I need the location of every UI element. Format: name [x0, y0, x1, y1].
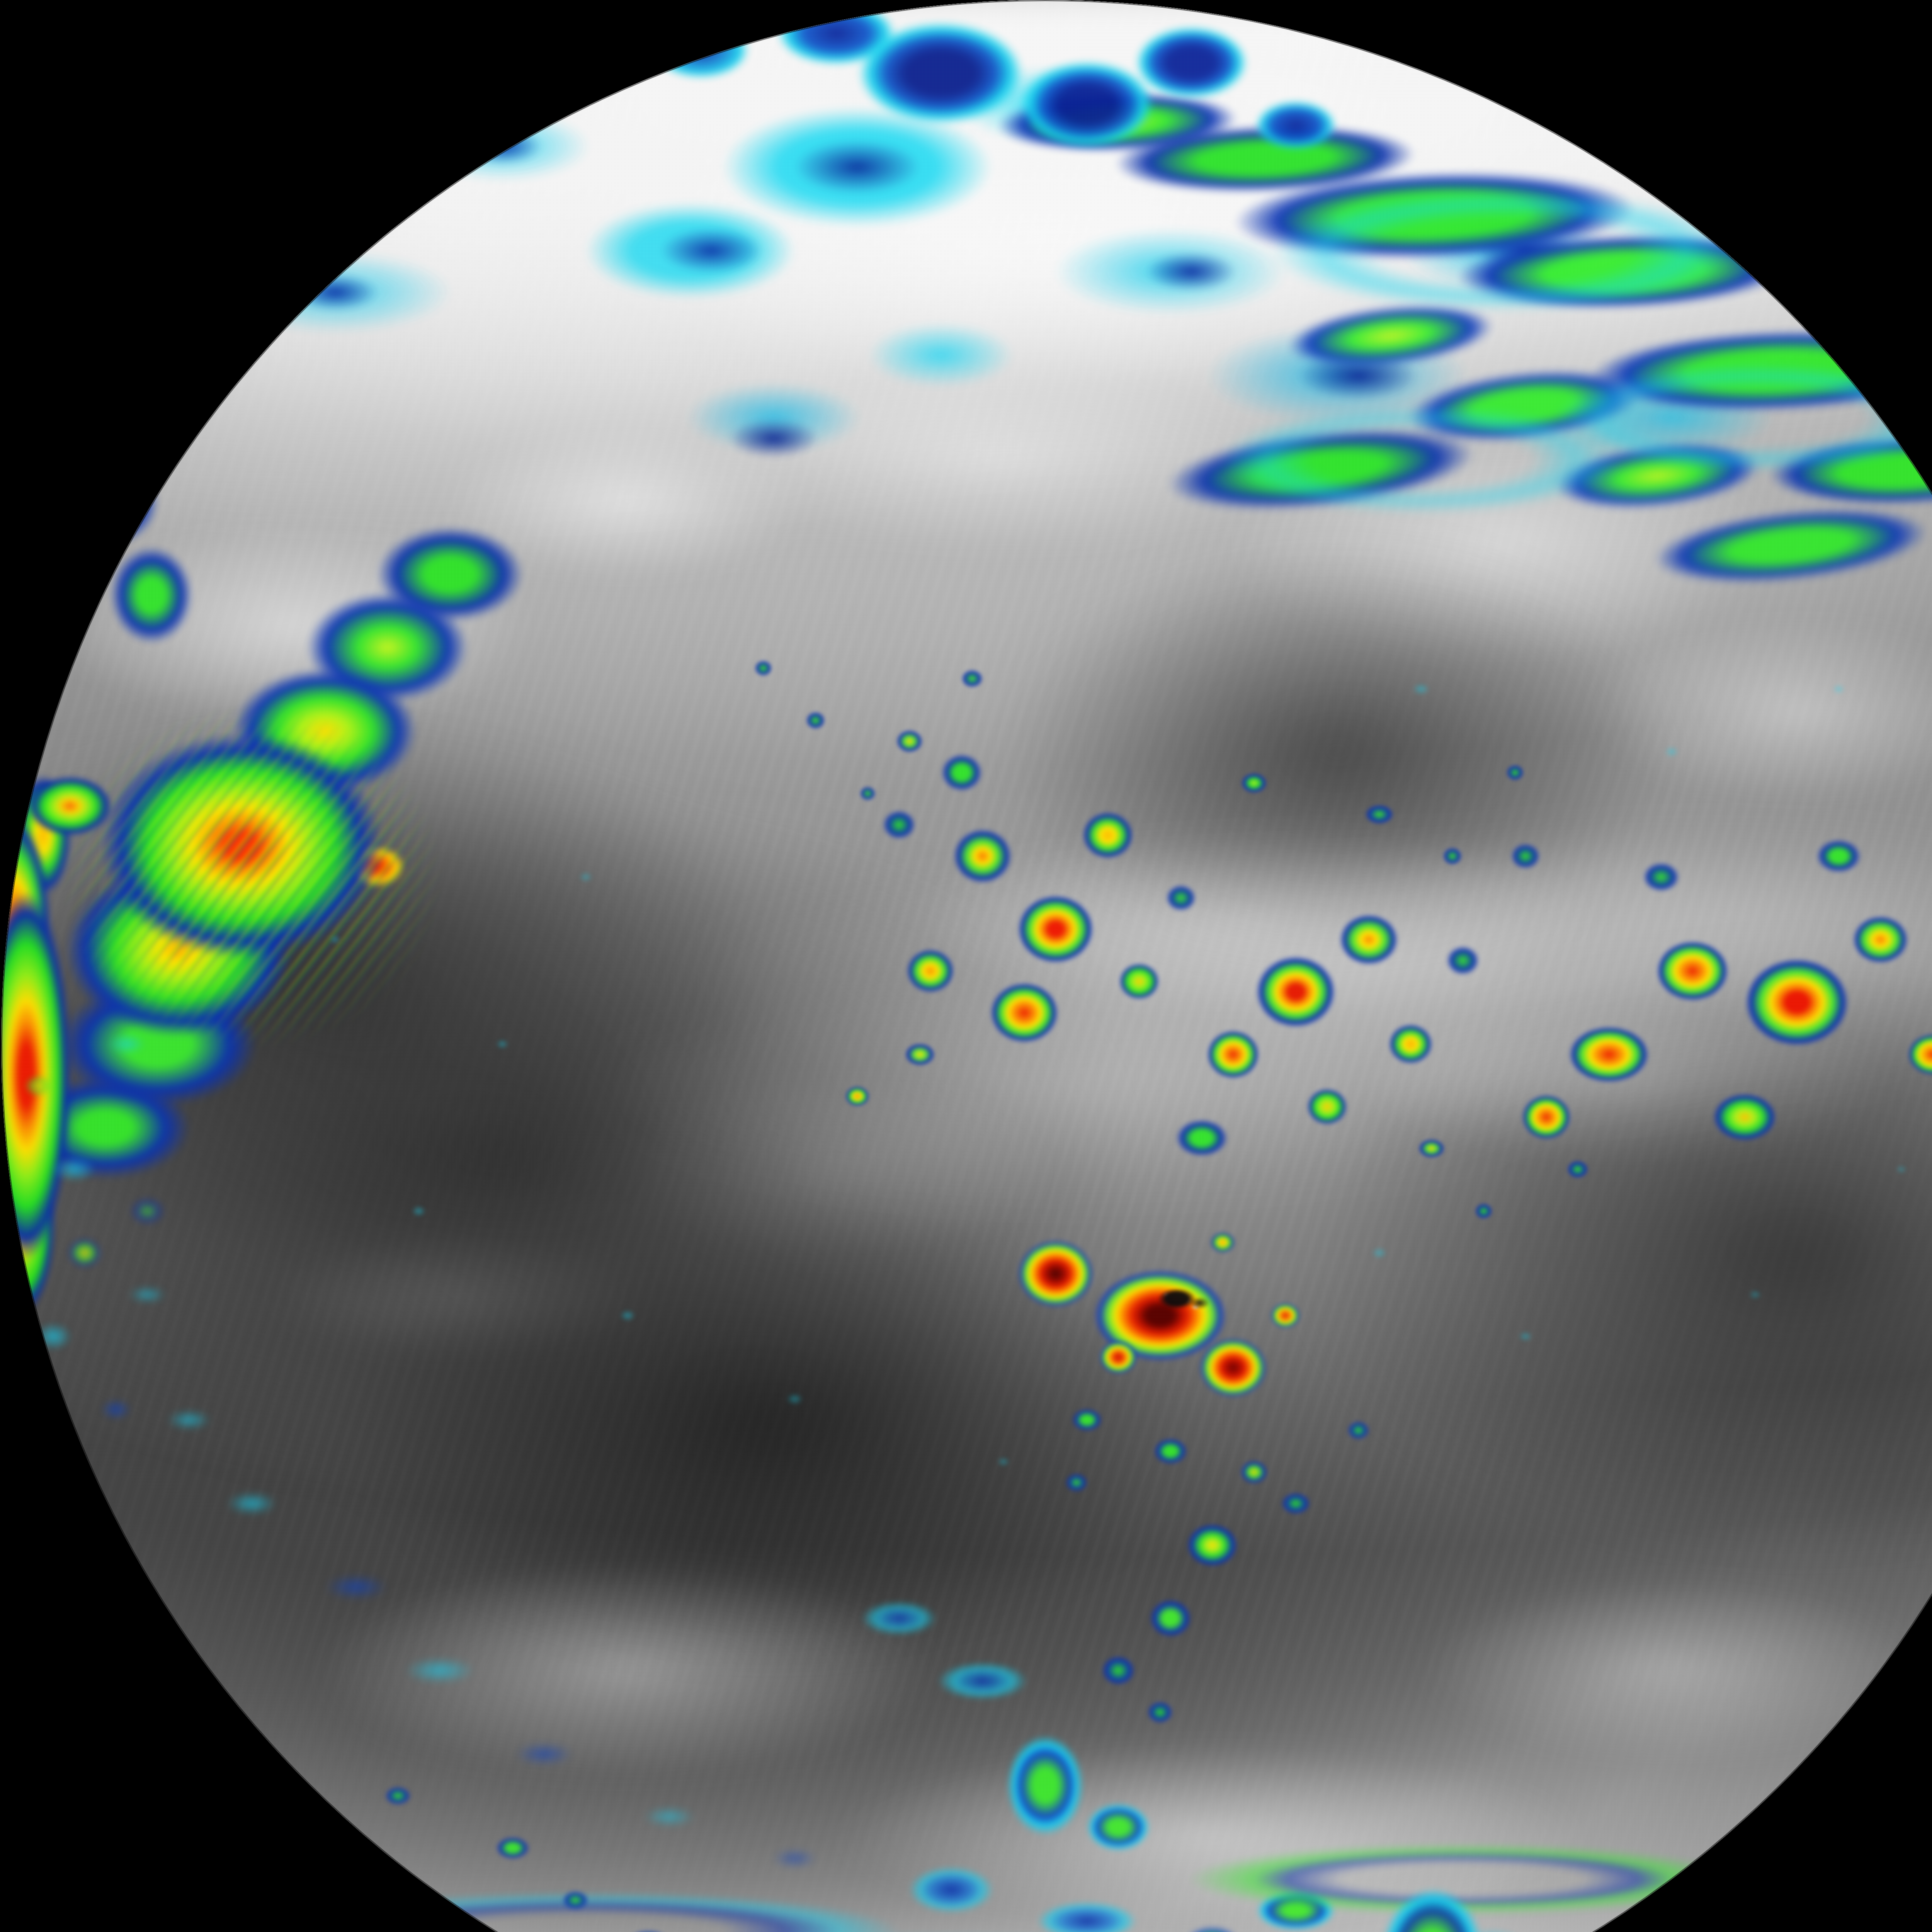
satellite-image-canvas: false false: [0, 0, 1932, 1932]
scattered-cyan-speckle: [1, 0, 1932, 1932]
earth-full-disk: [1, 0, 1932, 1932]
